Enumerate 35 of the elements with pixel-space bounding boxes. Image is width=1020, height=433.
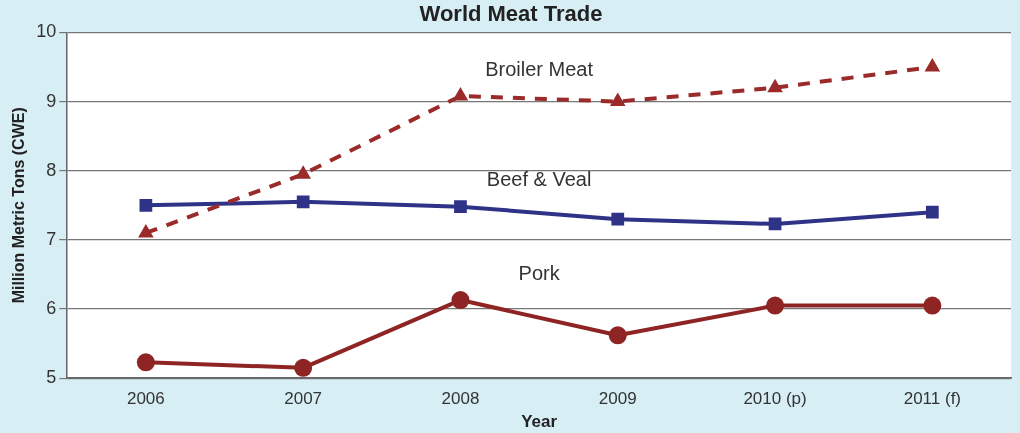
x-tick-label: 2007 <box>284 389 323 409</box>
chart-title: World Meat Trade <box>419 1 603 27</box>
x-tick-label: 2009 <box>598 389 637 409</box>
y-axis-title: Million Metric Tons (CWE) <box>10 107 28 304</box>
point <box>454 200 467 214</box>
point <box>296 195 310 209</box>
y-tick-label: 7 <box>46 228 57 249</box>
y-tick-label: 5 <box>46 367 57 388</box>
series-label: Beef & Veal <box>486 168 592 191</box>
point <box>766 296 785 315</box>
point <box>608 326 627 345</box>
x-tick-label: 2008 <box>441 389 480 409</box>
x-axis-title: Year <box>521 412 558 432</box>
x-tick-label: 2010 (p) <box>743 389 807 409</box>
y-tick-label: 8 <box>46 159 57 180</box>
y-tick-label: 9 <box>46 90 57 111</box>
point <box>611 212 625 226</box>
x-tick-label: 2006 <box>126 389 165 409</box>
point <box>138 223 154 238</box>
point <box>923 296 942 315</box>
point <box>294 358 313 377</box>
point <box>924 57 941 72</box>
point <box>139 198 153 212</box>
series-label: Pork <box>518 261 561 284</box>
y-tick-label: 6 <box>46 298 57 319</box>
point <box>767 78 783 93</box>
point <box>136 353 155 372</box>
point <box>925 205 939 219</box>
point <box>295 165 311 179</box>
x-tick-label: 2011 (f) <box>903 389 962 409</box>
point <box>609 92 626 107</box>
point <box>451 291 470 310</box>
y-tick-label: 10 <box>36 21 57 42</box>
series-label: Broiler Meat <box>485 57 594 80</box>
point <box>452 87 469 101</box>
